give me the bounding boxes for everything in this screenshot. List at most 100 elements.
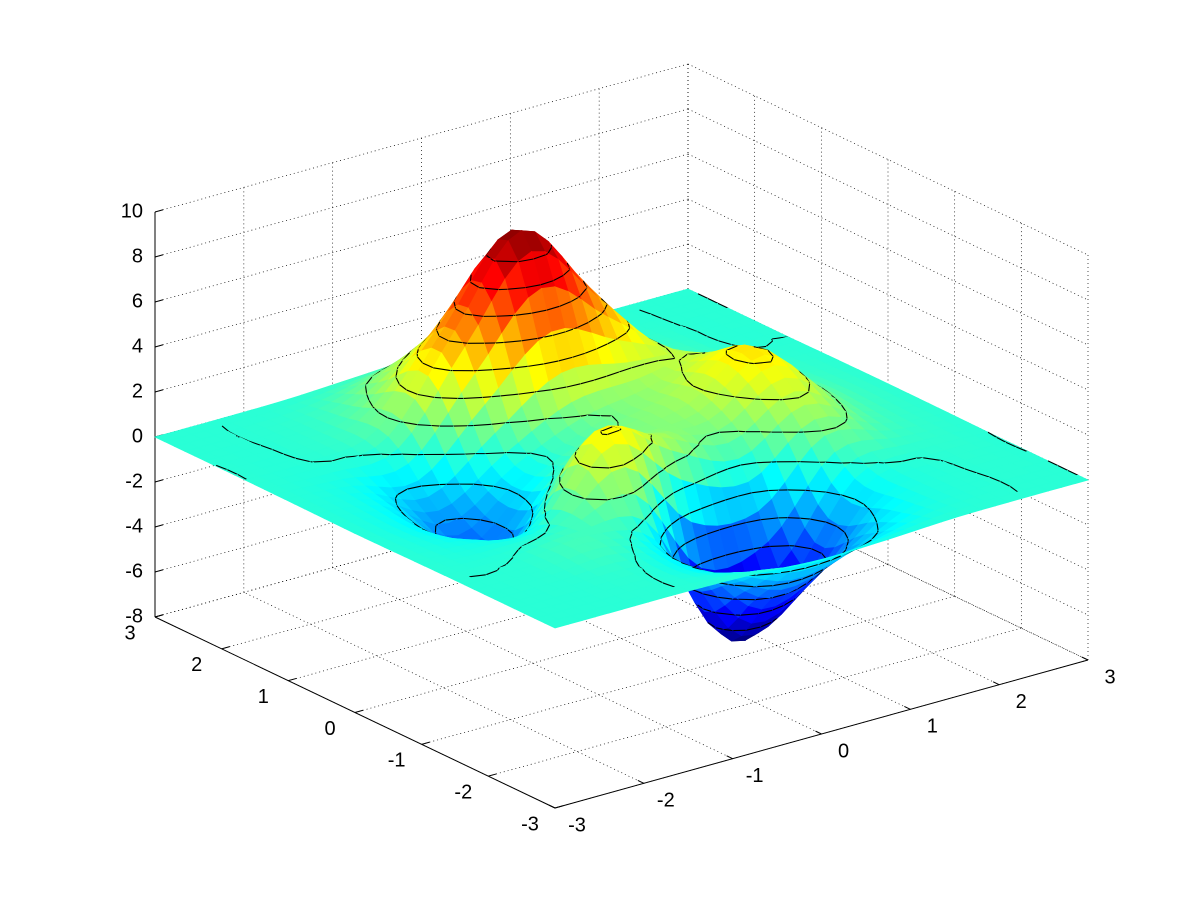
contour-line bbox=[421, 483, 440, 487]
contour-line bbox=[462, 517, 481, 521]
tick-mark bbox=[488, 773, 497, 777]
contour-line bbox=[593, 375, 607, 381]
contour-line bbox=[394, 498, 398, 505]
x-tick-label: -1 bbox=[746, 765, 764, 787]
contour-line bbox=[712, 499, 726, 505]
contour-line bbox=[633, 453, 643, 460]
z-tick-label: -8 bbox=[125, 605, 143, 627]
contour-line bbox=[533, 254, 546, 260]
tick-mark bbox=[154, 479, 164, 483]
contour-line bbox=[726, 345, 738, 352]
contour-line bbox=[662, 318, 675, 324]
contour-line bbox=[479, 286, 485, 289]
contour-line bbox=[684, 538, 696, 545]
contour-line bbox=[537, 389, 551, 393]
contour-line bbox=[461, 342, 468, 344]
contour-line bbox=[629, 533, 633, 540]
tick-mark bbox=[637, 780, 645, 784]
contour-line bbox=[390, 453, 402, 456]
tick-mark bbox=[154, 524, 164, 528]
contour-line bbox=[628, 323, 631, 329]
contour-line bbox=[821, 427, 837, 432]
contour-line bbox=[380, 453, 391, 456]
contour-line bbox=[422, 362, 434, 369]
tick-mark bbox=[154, 344, 164, 348]
contour-line bbox=[923, 457, 942, 461]
contour-line bbox=[702, 352, 706, 354]
contour-line bbox=[664, 492, 674, 500]
contour-line bbox=[782, 397, 800, 401]
contour-line bbox=[678, 516, 683, 520]
contour-line bbox=[734, 359, 750, 364]
contour-line bbox=[491, 422, 507, 425]
x-tick-label: 1 bbox=[927, 716, 938, 738]
contour-line bbox=[789, 567, 805, 572]
contour-line bbox=[365, 386, 368, 394]
contour-line bbox=[506, 452, 527, 454]
contour-line bbox=[1009, 486, 1019, 493]
grid-line bbox=[421, 595, 955, 745]
tick-mark bbox=[154, 299, 164, 303]
contour-line bbox=[585, 498, 608, 501]
contour-line bbox=[606, 371, 620, 377]
contour-line bbox=[854, 498, 865, 505]
contour-line bbox=[527, 418, 545, 422]
contour-line bbox=[642, 481, 649, 487]
contour-line bbox=[678, 360, 682, 367]
contour-line bbox=[745, 519, 761, 524]
contour-line bbox=[565, 328, 574, 333]
contour-line bbox=[562, 415, 581, 419]
contour-line bbox=[361, 453, 381, 456]
contour-line bbox=[835, 398, 842, 406]
contour-line bbox=[770, 356, 774, 363]
contour-line bbox=[755, 573, 774, 576]
contour-line bbox=[686, 379, 694, 387]
contour-line bbox=[579, 414, 589, 417]
contour-line bbox=[312, 460, 332, 463]
contour-line bbox=[869, 509, 875, 517]
contour-line bbox=[612, 496, 623, 500]
contour-line bbox=[608, 464, 624, 469]
contour-line bbox=[492, 367, 511, 371]
contour-line bbox=[716, 612, 736, 616]
contour-line bbox=[740, 613, 759, 616]
contour-line bbox=[940, 459, 944, 462]
contour-line bbox=[536, 532, 546, 540]
contour-line bbox=[672, 549, 678, 558]
contour-line bbox=[976, 472, 990, 478]
contour-line bbox=[691, 588, 704, 595]
contour-line bbox=[760, 517, 779, 521]
contour-line bbox=[810, 518, 827, 523]
contour-line bbox=[577, 321, 589, 328]
contour-line bbox=[600, 426, 613, 432]
contour-line bbox=[953, 463, 966, 470]
contour-line bbox=[738, 548, 754, 553]
contour-line bbox=[631, 546, 635, 554]
contour-line bbox=[550, 386, 567, 391]
contour-line bbox=[406, 485, 422, 490]
contour-line bbox=[658, 357, 675, 362]
grid-line bbox=[154, 153, 689, 303]
contour-line bbox=[472, 314, 484, 317]
contour-line bbox=[531, 513, 534, 519]
contour-line bbox=[527, 363, 544, 367]
contour-line bbox=[480, 519, 494, 524]
z-tick-label: 8 bbox=[132, 245, 143, 267]
contour-line bbox=[707, 622, 717, 629]
contour-line bbox=[635, 560, 640, 568]
contour-line bbox=[753, 546, 762, 550]
contour-line bbox=[601, 309, 605, 314]
contour-line bbox=[545, 524, 551, 533]
contour-line bbox=[455, 308, 465, 315]
contour-line bbox=[1016, 446, 1028, 453]
contour-line bbox=[712, 554, 726, 560]
z-tick-label: 0 bbox=[132, 425, 143, 447]
tick-mark bbox=[815, 730, 822, 735]
contour-line bbox=[735, 396, 756, 400]
contour-line bbox=[715, 627, 723, 630]
y-tick-label: 1 bbox=[258, 686, 269, 708]
contour-line bbox=[825, 521, 838, 528]
contour-line bbox=[845, 412, 848, 419]
contour-line bbox=[387, 417, 401, 423]
contour-line bbox=[417, 356, 424, 364]
